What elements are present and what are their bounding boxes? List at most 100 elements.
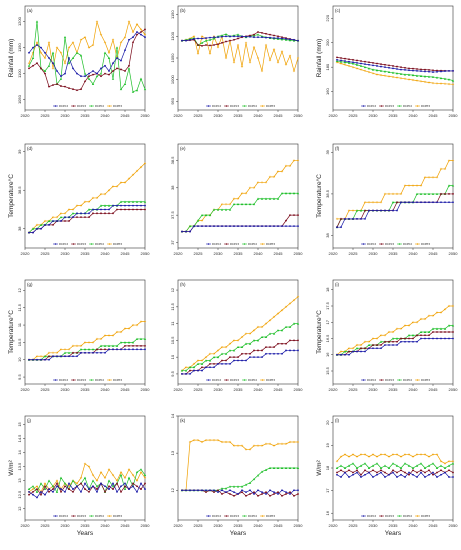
x-tick-label: 2045 — [274, 251, 284, 256]
y-tick-label: 18 — [325, 465, 330, 470]
data-point — [232, 444, 236, 447]
data-point — [132, 482, 134, 485]
data-point — [205, 44, 207, 46]
data-point — [40, 227, 42, 230]
series-line — [28, 20, 146, 69]
data-point — [204, 439, 208, 442]
y-tick-label: 1050 — [17, 94, 22, 104]
x-tick-label: 2050 — [449, 113, 459, 118]
data-point — [27, 487, 31, 491]
y-tick-label: 16 — [325, 352, 330, 357]
data-point — [296, 322, 300, 325]
data-point — [384, 66, 386, 69]
y-tick-label: 12 — [17, 506, 22, 511]
data-point — [128, 488, 130, 490]
data-point — [376, 473, 378, 476]
x-tick-label: 2020 — [174, 523, 184, 528]
data-point — [103, 334, 107, 337]
data-point — [264, 468, 268, 471]
data-point — [360, 60, 362, 62]
legend-label: RCP2.6 — [367, 514, 377, 518]
data-point — [123, 327, 127, 330]
data-point — [281, 352, 283, 355]
data-point — [56, 83, 58, 85]
data-point — [127, 327, 131, 330]
panel-d: (d)2020 2025 2030 2035 2040 2045 20503838.539T… — [7, 143, 150, 256]
data-point — [276, 442, 280, 445]
data-point — [104, 64, 106, 67]
data-point — [87, 77, 91, 80]
legend-marker — [362, 105, 365, 107]
data-point — [59, 348, 63, 351]
x-tick-label: 2050 — [294, 387, 304, 392]
data-point — [288, 302, 292, 305]
data-point — [63, 482, 67, 485]
data-point — [208, 38, 212, 41]
data-point — [99, 72, 103, 75]
x-tick-label: 2030 — [369, 523, 379, 528]
legend-marker — [416, 379, 419, 381]
data-point — [423, 466, 427, 469]
data-point — [200, 41, 204, 44]
data-point — [256, 181, 260, 184]
data-point — [292, 322, 296, 325]
data-point — [115, 185, 119, 188]
data-point — [265, 32, 267, 35]
data-point — [256, 339, 260, 342]
data-point — [209, 225, 211, 228]
data-point — [388, 209, 390, 212]
data-point — [372, 61, 374, 64]
data-point — [415, 321, 419, 324]
data-point — [347, 347, 351, 350]
data-point — [408, 69, 410, 72]
data-point — [348, 469, 350, 472]
data-point — [431, 75, 435, 78]
data-point — [395, 192, 399, 196]
data-point — [268, 175, 272, 178]
data-point — [408, 67, 410, 70]
data-point — [44, 72, 46, 75]
data-point — [48, 223, 50, 226]
data-point — [281, 494, 283, 497]
y-tick-label: 11.5 — [170, 302, 175, 310]
data-point — [448, 476, 450, 478]
data-point — [335, 466, 339, 469]
data-point — [364, 347, 366, 350]
data-point — [47, 41, 51, 44]
data-point — [229, 489, 231, 492]
data-point — [289, 491, 291, 494]
data-point — [140, 344, 142, 347]
data-point — [296, 192, 300, 195]
data-point — [379, 334, 383, 337]
data-point — [236, 339, 240, 342]
data-point — [107, 344, 111, 347]
data-point — [84, 482, 86, 485]
data-point — [139, 337, 143, 340]
data-point — [392, 209, 394, 212]
data-point — [339, 464, 343, 467]
series-line — [28, 463, 146, 493]
series-line — [29, 321, 145, 361]
data-point — [233, 38, 235, 41]
data-point — [99, 33, 103, 36]
data-point — [387, 330, 391, 334]
legend-label: RCP6.0 — [248, 378, 258, 382]
data-point — [288, 440, 292, 444]
data-point — [124, 485, 126, 488]
data-point — [135, 323, 139, 327]
data-point — [44, 493, 46, 496]
data-point — [204, 213, 208, 217]
data-point — [132, 208, 134, 211]
data-point — [352, 471, 354, 474]
data-point — [124, 344, 126, 347]
data-point — [88, 72, 90, 75]
data-point — [71, 56, 75, 59]
data-point — [83, 348, 87, 351]
data-point — [431, 462, 435, 465]
data-point — [244, 483, 248, 486]
data-point — [452, 331, 454, 333]
data-point — [220, 487, 224, 490]
legend-label: RCP8.5 — [421, 514, 431, 518]
data-point — [233, 225, 235, 228]
data-point — [55, 46, 59, 49]
